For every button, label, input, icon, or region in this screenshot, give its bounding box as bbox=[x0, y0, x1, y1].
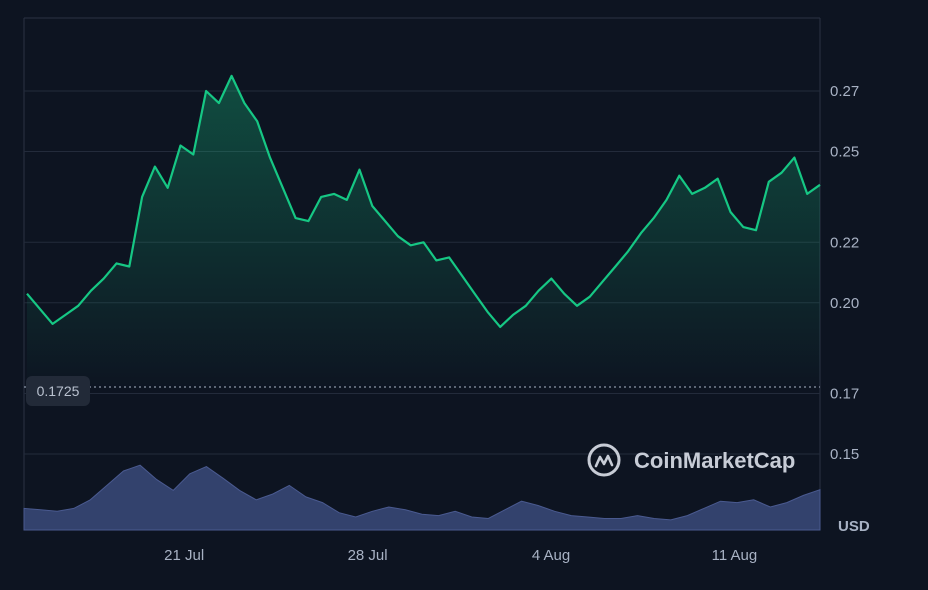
x-tick-label: 4 Aug bbox=[532, 547, 570, 564]
baseline-value-label: 0.1725 bbox=[37, 383, 80, 399]
currency-unit-label: USD bbox=[838, 518, 870, 535]
volume-layer bbox=[24, 465, 820, 530]
volume-area bbox=[24, 465, 820, 530]
y-tick-label: 0.20 bbox=[830, 295, 859, 312]
y-tick-label: 0.17 bbox=[830, 386, 859, 403]
y-tick-label: 0.27 bbox=[830, 83, 859, 100]
price-area-layer bbox=[27, 76, 820, 392]
coinmarketcap-watermark: CoinMarketCap bbox=[589, 445, 795, 475]
y-tick-label: 0.15 bbox=[830, 446, 859, 463]
price-area bbox=[27, 76, 820, 392]
watermark-text: CoinMarketCap bbox=[634, 448, 795, 473]
y-tick-label: 0.22 bbox=[830, 234, 859, 251]
baseline-badge: 0.1725 bbox=[26, 376, 90, 406]
x-tick-label: 11 Aug bbox=[712, 547, 758, 564]
x-axis: 21 Jul 28 Jul 4 Aug 11 Aug bbox=[164, 547, 757, 564]
x-tick-label: 21 Jul bbox=[164, 547, 204, 564]
coinmarketcap-logo-icon bbox=[589, 445, 619, 475]
y-axis: 0.27 0.25 0.22 0.20 0.17 0.15 bbox=[830, 83, 859, 463]
x-tick-label: 28 Jul bbox=[348, 547, 388, 564]
y-tick-label: 0.25 bbox=[830, 144, 859, 161]
